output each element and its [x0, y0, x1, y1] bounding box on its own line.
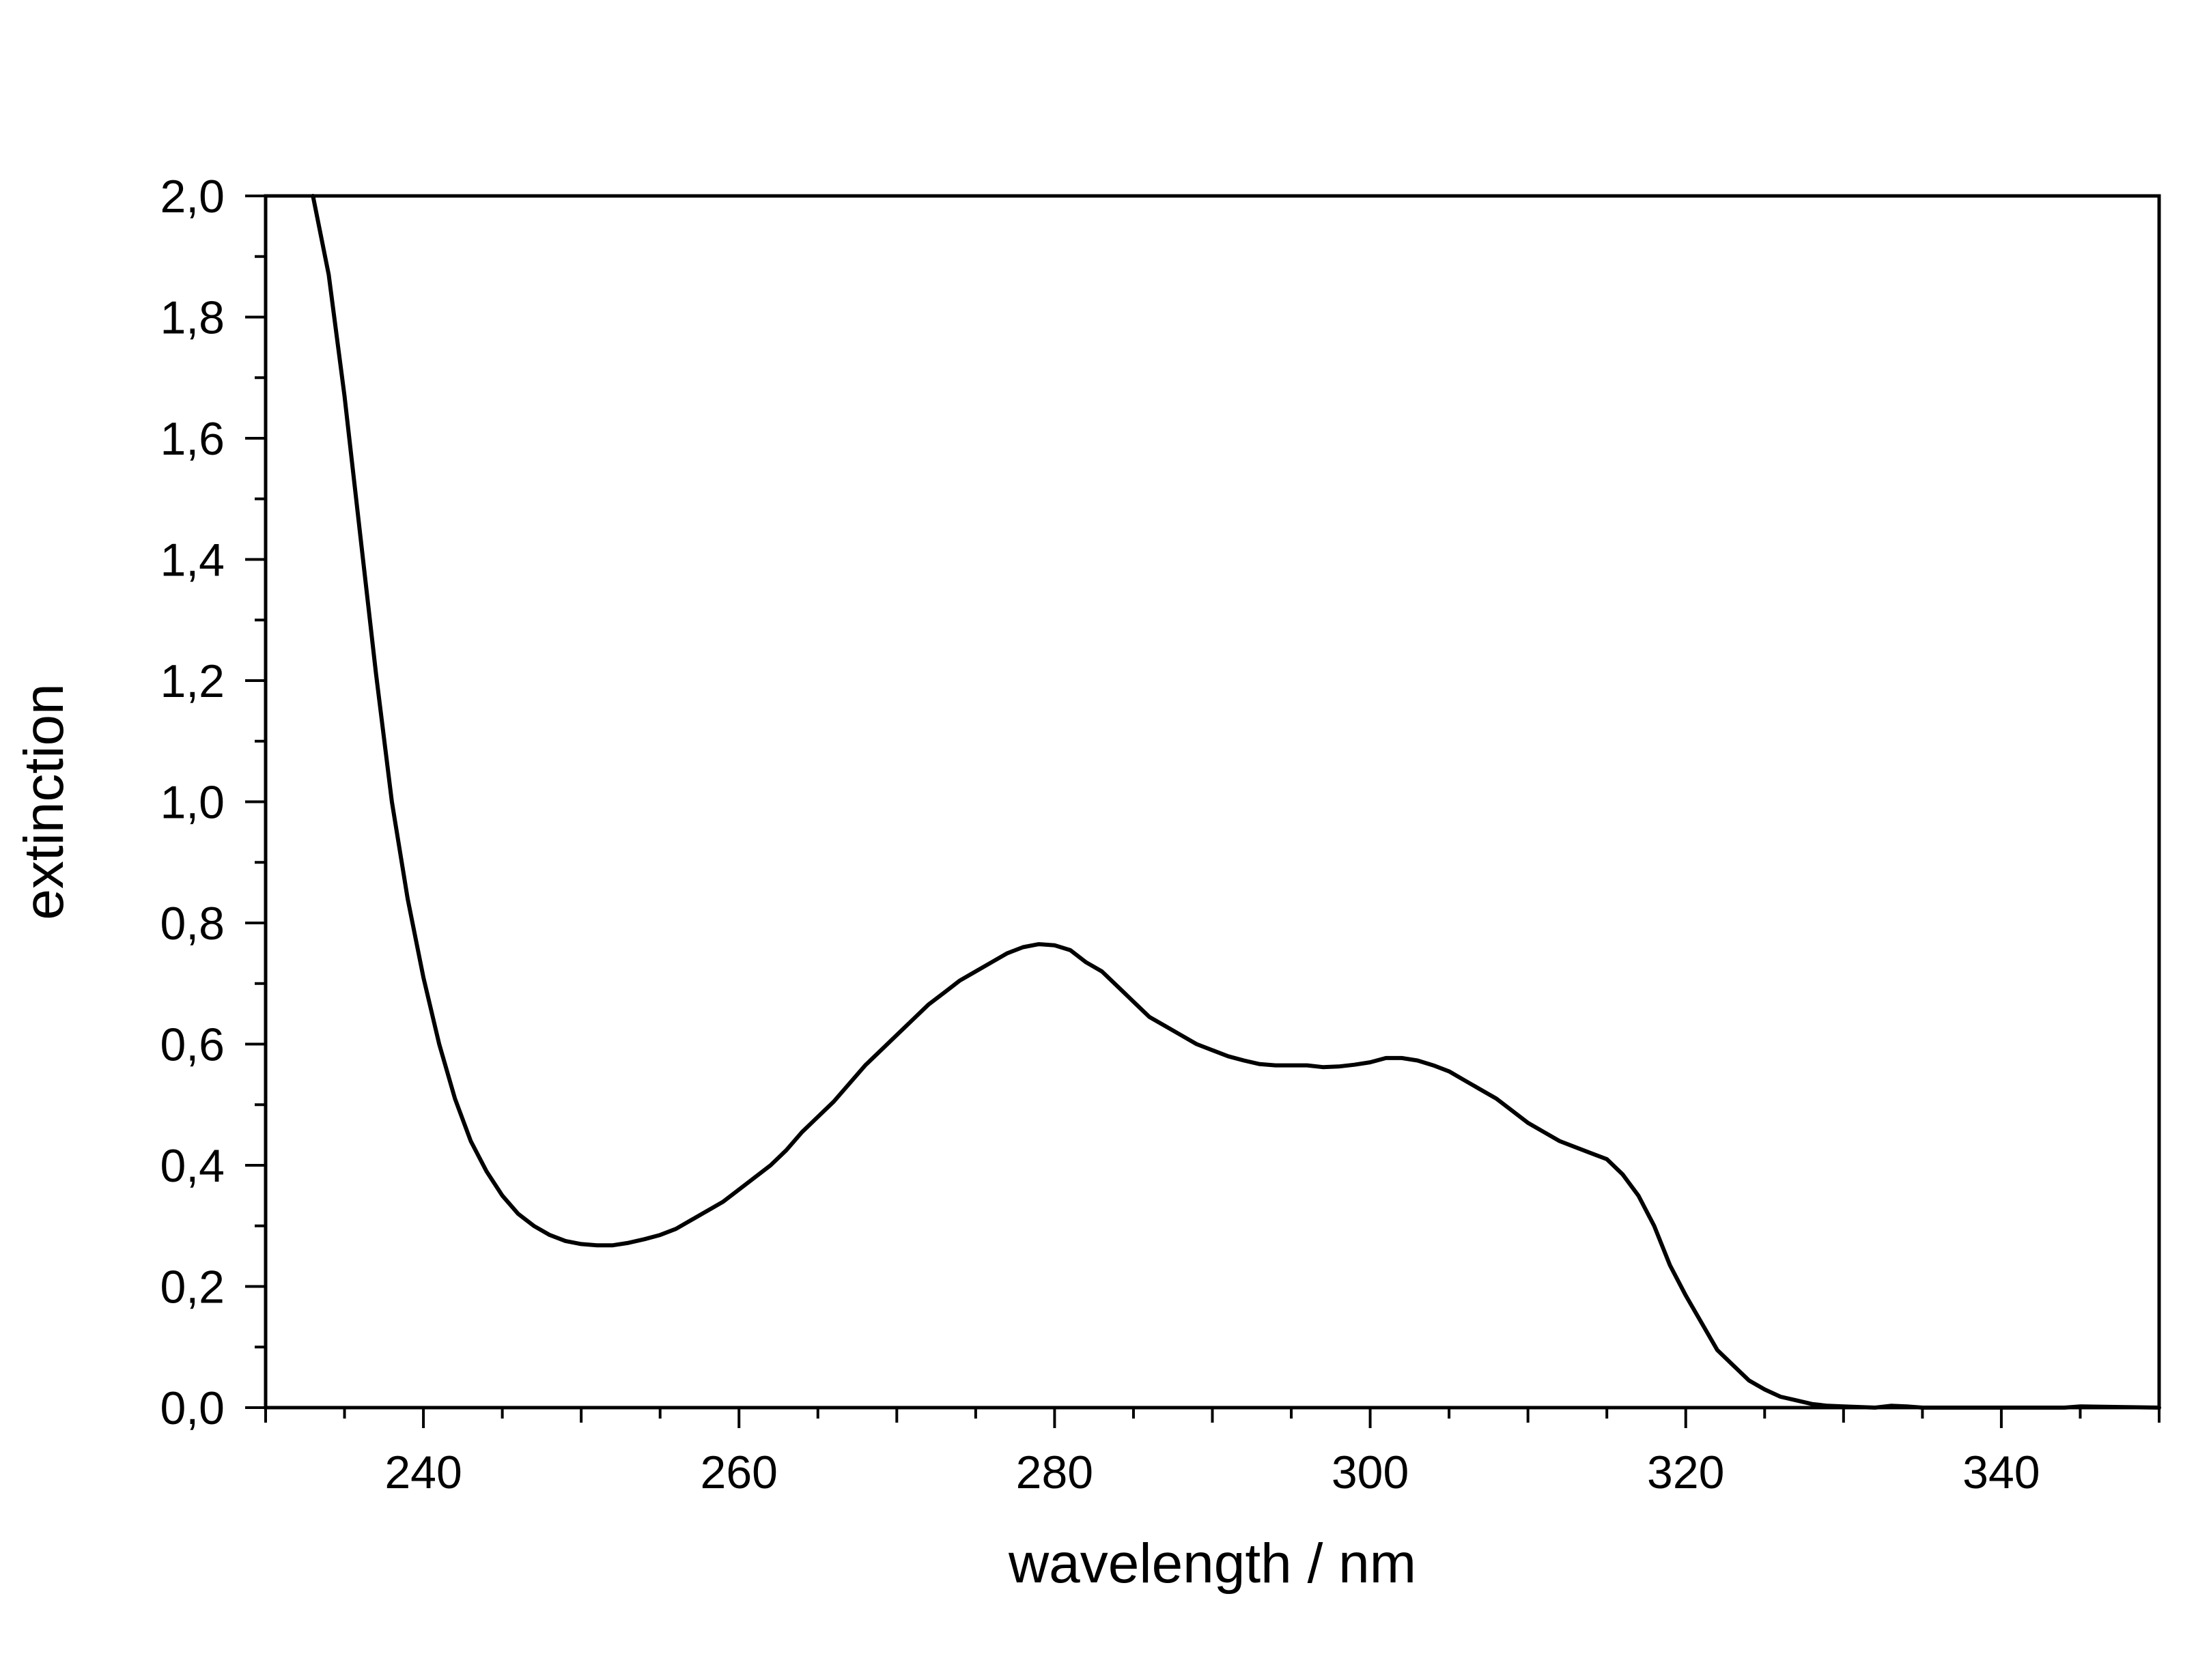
y-tick-label: 0,2 — [160, 1262, 225, 1313]
series-line-extinction — [311, 194, 2161, 1410]
ticks-layer — [245, 195, 2160, 1428]
y-tick-label: 1,6 — [160, 413, 225, 465]
x-axis-title: wavelength / nm — [1008, 1533, 1416, 1595]
y-tick-label: 0,0 — [160, 1382, 225, 1434]
tick-labels-layer: 240 260 280 300 320 340 0,0 0,2 0,4 0,6 0,8 1,0 1,2 1… — [160, 171, 2040, 1498]
y-tick-label: 0,4 — [160, 1140, 225, 1192]
y-tick-label: 0,8 — [160, 898, 225, 950]
x-tick-label: 260 — [701, 1447, 778, 1498]
x-tick-label: 320 — [1647, 1447, 1724, 1498]
y-tick-label: 1,4 — [160, 535, 225, 586]
y-tick-label: 1,0 — [160, 777, 225, 829]
x-tick-label: 340 — [1962, 1447, 2040, 1498]
y-tick-label: 2,0 — [160, 171, 225, 223]
y-tick-label: 0,6 — [160, 1019, 225, 1071]
y-tick-label: 1,8 — [160, 292, 225, 344]
x-tick-label: 240 — [384, 1447, 462, 1498]
plot-frame — [264, 194, 2161, 1410]
y-axis-title: extinction — [13, 683, 75, 920]
x-tick-label: 280 — [1016, 1447, 1093, 1498]
x-tick-label: 300 — [1332, 1447, 1409, 1498]
y-tick-label: 1,2 — [160, 655, 225, 707]
